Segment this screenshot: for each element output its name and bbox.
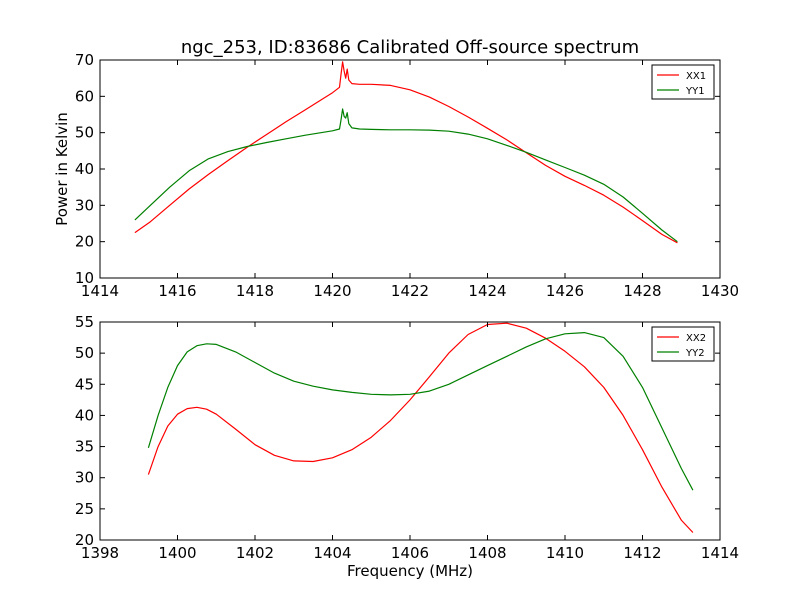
y-tick-label: 40 [75,160,94,178]
y-tick-label: 35 [75,438,94,456]
x-tick-label: 1430 [701,282,739,300]
legend-box [651,64,715,100]
x-tick-label: 1412 [623,544,661,562]
x-tick-label: 1418 [236,282,274,300]
series-lines [134,61,678,244]
x-tick-label: 1422 [391,282,429,300]
series-lines [147,322,694,533]
x-tick-label: 1406 [391,544,429,562]
x-axis-label: Frequency (MHz) [347,562,473,580]
y-tick-label: 70 [75,51,94,69]
series-line-yy2 [147,332,694,491]
legend-label-xx1: XX1 [686,71,706,82]
legend-box [651,326,715,362]
y-tick-label: 25 [75,500,94,518]
y-tick-label: 60 [75,87,94,105]
y-tick-label: 55 [75,313,94,331]
figure-title: ngc_253, ID:83686 Calibrated Off-source … [181,37,639,58]
x-tick-label: 1424 [468,282,506,300]
y-tick-label: 50 [75,344,94,362]
series-line-yy1 [134,108,678,243]
x-tick-label: 1408 [468,544,506,562]
legend-label-yy1: YY1 [685,86,705,97]
y-tick-label: 40 [75,406,94,424]
x-tick-label: 1402 [236,544,274,562]
y-tick-label: 30 [75,196,94,214]
x-tick-label: 1410 [546,544,584,562]
bottom-subplot: 1398 1400 1402 1404 1406 1408 1410 1412 1414 20 25… [75,313,739,580]
plot-area [100,60,720,278]
y-tick-label: 10 [75,269,94,287]
y-tick-label: 20 [75,531,94,549]
x-tick-label: 1414 [701,544,739,562]
x-tick-label: 1416 [158,282,196,300]
x-tick-label: 1400 [158,544,196,562]
x-tick-label: 1428 [623,282,661,300]
x-tick-label: 1420 [313,282,351,300]
y-axis-label: Power in Kelvin [53,112,71,226]
y-tick-label: 20 [75,233,94,251]
top-subplot: 1414 1416 1418 1420 1422 1424 1426 1428 1430 10 20… [53,51,739,300]
series-line-xx2 [147,322,694,533]
y-tick-label: 45 [75,375,94,393]
y-tick-label: 50 [75,124,94,142]
x-tick-label: 1426 [546,282,584,300]
legend-label-xx2: XX2 [686,333,706,344]
x-tick-label: 1404 [313,544,351,562]
plot-area [100,322,720,540]
y-tick-label: 30 [75,469,94,487]
series-line-xx1 [134,61,678,244]
x-tick-label: 1414 [81,282,119,300]
legend-label-yy2: YY2 [685,348,705,359]
x-tick-label: 1398 [81,544,119,562]
